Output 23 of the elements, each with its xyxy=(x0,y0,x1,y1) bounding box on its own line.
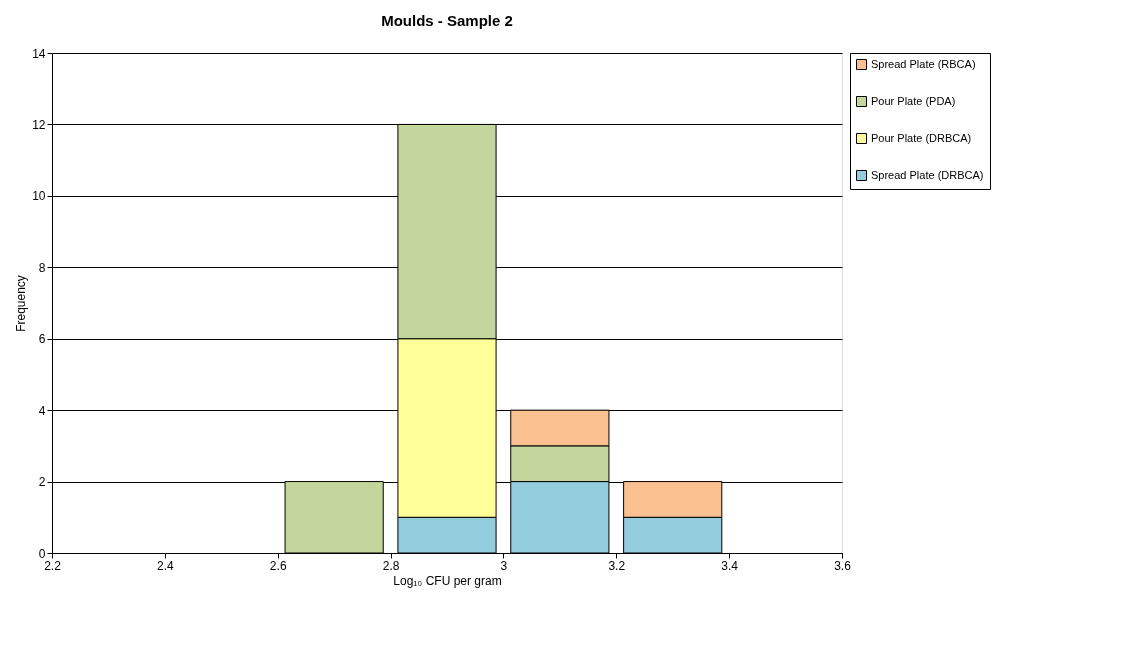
y-tick-label: 12 xyxy=(32,117,46,132)
x-tick-label: 2.6 xyxy=(269,558,287,573)
x-tick-label: 2.4 xyxy=(157,558,175,573)
legend-label: Spread Plate (RBCA) xyxy=(871,57,976,70)
legend-label: Spread Plate (DRBCA) xyxy=(871,168,984,181)
y-tick-label: 4 xyxy=(38,403,46,418)
x-tick-label: 3.6 xyxy=(834,558,852,573)
x-tick-label: 2.8 xyxy=(382,558,400,573)
y-tick-label: 2 xyxy=(38,475,46,490)
chart-title: Moulds - Sample 2 xyxy=(381,12,513,29)
x-tick-label: 3.2 xyxy=(608,558,626,573)
legend-label: Pour Plate (DRBCA) xyxy=(871,131,972,144)
y-tick-label: 6 xyxy=(38,332,46,347)
y-tick-label: 8 xyxy=(38,260,46,275)
x-tick-label: 3 xyxy=(500,558,508,573)
x-tick-label: 2.2 xyxy=(44,558,62,573)
y-tick-label: 10 xyxy=(32,189,46,204)
y-tick-label: 0 xyxy=(38,546,46,561)
y-axis-title: Frequency xyxy=(14,275,29,332)
x-tick-label: 3.4 xyxy=(721,558,739,573)
x-axis-title: Log₁₀ CFU per gram xyxy=(393,573,502,588)
legend-label: Pour Plate (PDA) xyxy=(871,94,956,107)
y-tick-label: 14 xyxy=(32,46,46,61)
